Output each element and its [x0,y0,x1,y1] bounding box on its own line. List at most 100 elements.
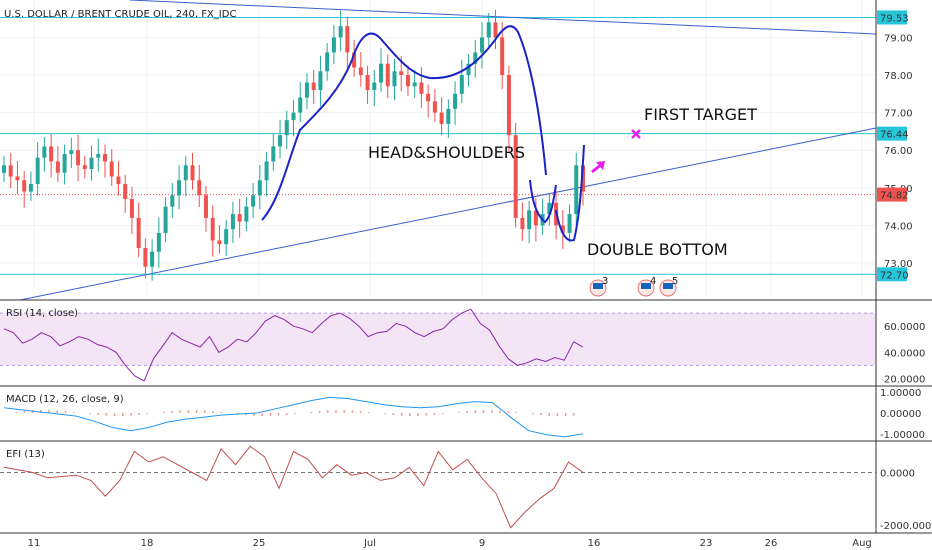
rsi-band [0,313,876,366]
time-tick-label: 9 [479,538,485,549]
candle-body [493,22,498,38]
candle-body [352,52,357,68]
candle-body [42,146,47,158]
candle-body [338,26,343,38]
event-flag-stripe [663,283,673,289]
chart-title: U.S. DOLLAR / BRENT CRUDE OIL, 240, FX_I… [4,9,236,20]
efi-line [3,445,584,529]
annotation-text: FIRST TARGET [644,105,757,124]
candle-body [311,82,316,91]
candle-body [533,210,538,226]
candle-body [96,153,101,158]
candle-body [123,184,128,200]
candle-body [527,210,532,230]
price-label-badge [877,10,907,25]
price-tick-label: 76.00 [884,146,913,157]
price-label-text: 76.44 [880,130,909,141]
macd-tick-label: 0.00000 [880,409,921,420]
candle-body [109,161,114,177]
candle-body [190,165,195,181]
candle-body [399,71,404,75]
candle-body [251,195,256,207]
candle-body [15,176,20,181]
trend-lines [19,0,877,301]
annotation-text: DOUBLE BOTTOM [587,240,728,259]
price-tick-label: 73.00 [884,259,913,270]
time-tick-label: Jul [363,538,376,549]
candle-body [116,176,121,185]
annotations: HEAD&SHOULDERS FIRST TARGET DOUBLE BOTTOM 3… [368,105,757,297]
candle-body [473,52,478,64]
time-tick-label: 18 [141,538,154,549]
rsi-label: RSI (14, close) [6,308,78,319]
candle-body [520,217,525,230]
candle-body [143,247,148,267]
event-flag-count: 5 [672,276,678,287]
pattern-curve [261,25,585,242]
candle-body [466,63,471,75]
rsi-tick-label: 60.0000 [884,322,925,333]
candle-body [136,217,141,248]
macd-line [3,396,584,438]
candle-body [426,93,431,102]
head-shoulders-curve [261,25,547,221]
candle-body [55,161,60,173]
candle-body [325,52,330,72]
rsi-pane: RSI (14, close) 60.0000 40.0000 20.0000 [0,299,932,385]
candle-body [197,180,202,196]
grid-layer [0,0,876,298]
candle-body [82,165,87,169]
efi-tick-label: -2000.0000 [880,521,932,532]
time-tick-label: 16 [588,538,601,549]
time-tick-label: 25 [253,538,266,549]
price-tick-label: 74.00 [884,221,913,232]
price-label-text: 74.82 [880,191,909,202]
candle-body [405,75,410,87]
candle-body [89,157,94,169]
candle-body [102,153,107,162]
macd-tick-label: -1.00000 [880,430,925,441]
candlesticks [2,9,585,281]
candle-body [513,135,518,218]
candle-body [203,195,208,218]
candle-body [358,67,363,75]
price-label-badge [877,126,907,141]
candle-body [547,202,552,215]
price-tick-label: 78.00 [884,71,913,82]
candle-body [129,199,134,218]
candle-body [372,82,377,91]
time-axis[interactable]: 11 18 25 Jul 9 16 23 26 Aug [0,532,932,549]
macd-pane: MACD (12, 26, close, 9) 1.00000 0.00000 -1.… [0,385,932,441]
price-axis[interactable]: 73.0074.0075.0076.0077.0078.0079.0079.53… [875,0,913,533]
price-tick-label: 77.00 [884,109,913,120]
candle-body [264,161,269,181]
candle-body [506,75,511,136]
upper-trendline [129,0,877,35]
candle-body [365,75,370,91]
rsi-tick-label: 40.0000 [884,348,925,359]
price-tick-label: 79.00 [884,33,913,44]
event-flag-count: 3 [602,276,608,287]
candle-body [385,63,390,87]
candle-body [28,184,33,192]
candle-body [150,251,155,267]
time-tick-label: Aug [852,538,872,549]
efi-tick-label: 0.0000 [880,469,915,480]
candle-body [318,71,323,91]
candle-body [446,108,451,124]
double-bottom-right [555,144,585,242]
candle-body [271,146,276,162]
candle-body [298,97,303,113]
candle-body [560,225,565,233]
candle-body [419,82,424,94]
candle-body [291,112,296,121]
candle-body [156,232,161,252]
arrow-head [596,161,605,170]
candle-body [574,165,579,215]
candle-body [304,82,309,98]
candle-body [432,101,437,113]
rsi-line [3,308,584,382]
candle-body [76,150,81,166]
candle-body [224,229,229,245]
